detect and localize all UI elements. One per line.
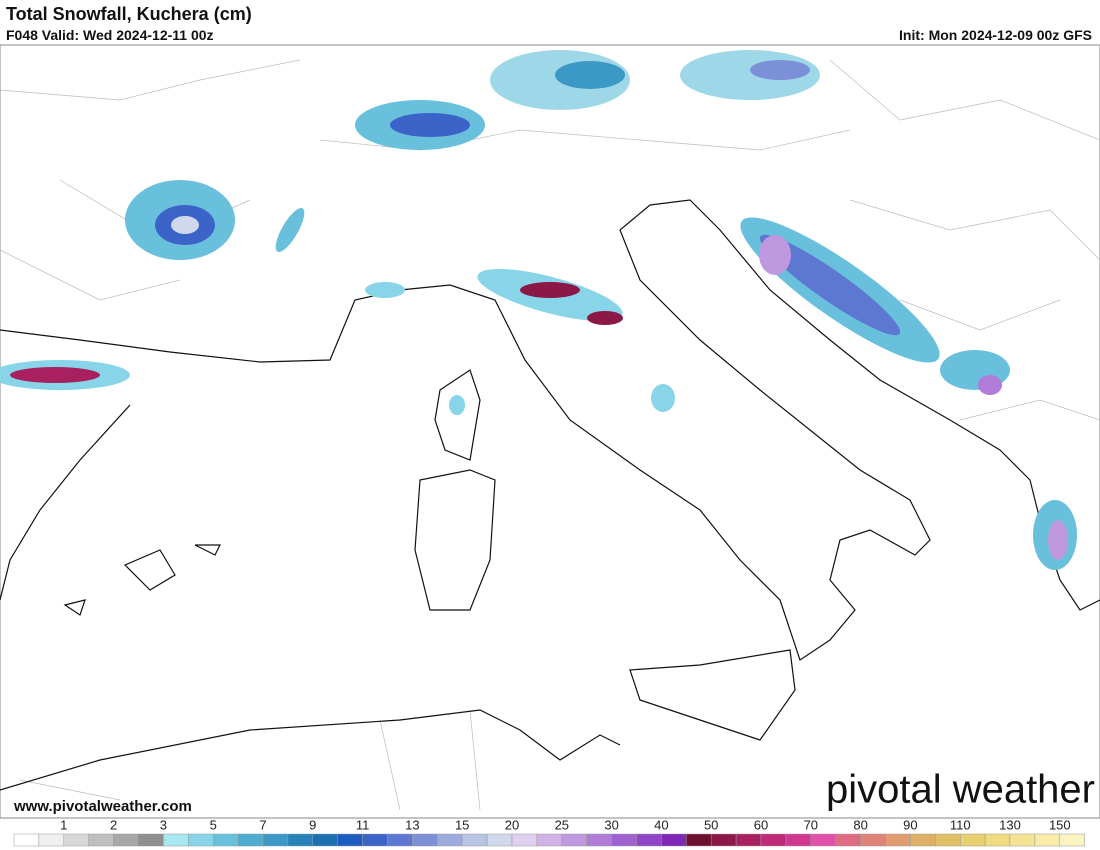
color-swatch [935,833,961,847]
color-swatch [13,833,40,847]
color-swatch [1059,833,1085,847]
colorbar-label: 13 [405,817,419,832]
color-swatch [113,833,139,847]
color-swatch [412,833,438,847]
color-swatch [1009,833,1036,847]
color-swatch [561,833,587,847]
color-swatch [188,833,214,847]
color-swatch [885,833,911,847]
colorbar-label: 150 [1049,817,1071,832]
colorbar-label: 11 [356,817,370,832]
snowfall-areas [0,50,1077,570]
colorbar-label: 70 [804,817,818,832]
logo: pivotal weather [826,768,1095,812]
colorbar-label: 25 [555,817,569,832]
colorbar-label: 9 [309,817,316,832]
color-swatch [262,833,289,847]
color-swatch [312,833,338,847]
colorbar-label: 110 [950,817,971,832]
color-swatch [362,833,388,847]
website: www.pivotalweather.com [13,798,192,815]
color-swatch [536,833,563,847]
colorbar-label: 2 [110,817,117,832]
color-swatch [387,833,413,847]
colorbar: 1 2 3 5 7 9 11 13 15 20 25 30 40 50 60 70 80 90 110 130 150 [13,817,1085,847]
color-swatch [287,833,314,847]
colorbar-label: 20 [505,817,519,832]
color-swatch [138,833,164,847]
color-swatch [984,833,1011,847]
color-swatch [810,833,836,847]
colorbar-label: 5 [210,817,217,832]
color-swatch [910,833,936,847]
colorbar-label: 15 [455,817,469,832]
valid-time: F048 Valid: Wed 2024-12-11 00z [6,27,214,43]
color-swatch [88,833,114,847]
colorbar-label: 7 [259,817,266,832]
color-swatch [785,833,812,847]
color-swatch [710,833,737,847]
color-swatch [661,833,687,847]
color-swatch [686,833,712,847]
color-swatch [163,833,189,847]
color-swatch [1034,833,1061,847]
color-swatch [237,833,264,847]
color-swatch [486,833,513,847]
colorbar-label: 90 [903,817,917,832]
color-swatch [586,833,612,847]
color-swatch [835,833,861,847]
init-time: Init: Mon 2024-12-09 00z GFS [899,27,1092,43]
color-swatch [511,833,538,847]
color-swatch [611,833,637,847]
color-swatch [337,833,363,847]
colorbar-label: 60 [754,817,768,832]
color-swatch [63,833,89,847]
colorbar-label: 80 [853,817,867,832]
color-swatch [760,833,787,847]
color-swatch [735,833,762,847]
color-swatch [437,833,463,847]
coastlines [0,199,1100,791]
color-swatch [461,833,488,847]
title: Total Snowfall, Kuchera (cm) [6,4,252,24]
colorbar-label: 50 [704,817,718,832]
colorbar-label: 3 [160,817,167,832]
colorbar-label: 130 [999,817,1021,832]
colorbar-label: 30 [604,817,618,832]
color-swatch [212,833,239,847]
color-swatch [636,833,662,847]
color-swatch [38,833,65,847]
colorbar-label: 1 [60,817,67,832]
map-frame [0,44,1100,819]
color-swatch [959,833,986,847]
colorbar-label: 40 [654,817,668,832]
color-swatch [860,833,886,847]
